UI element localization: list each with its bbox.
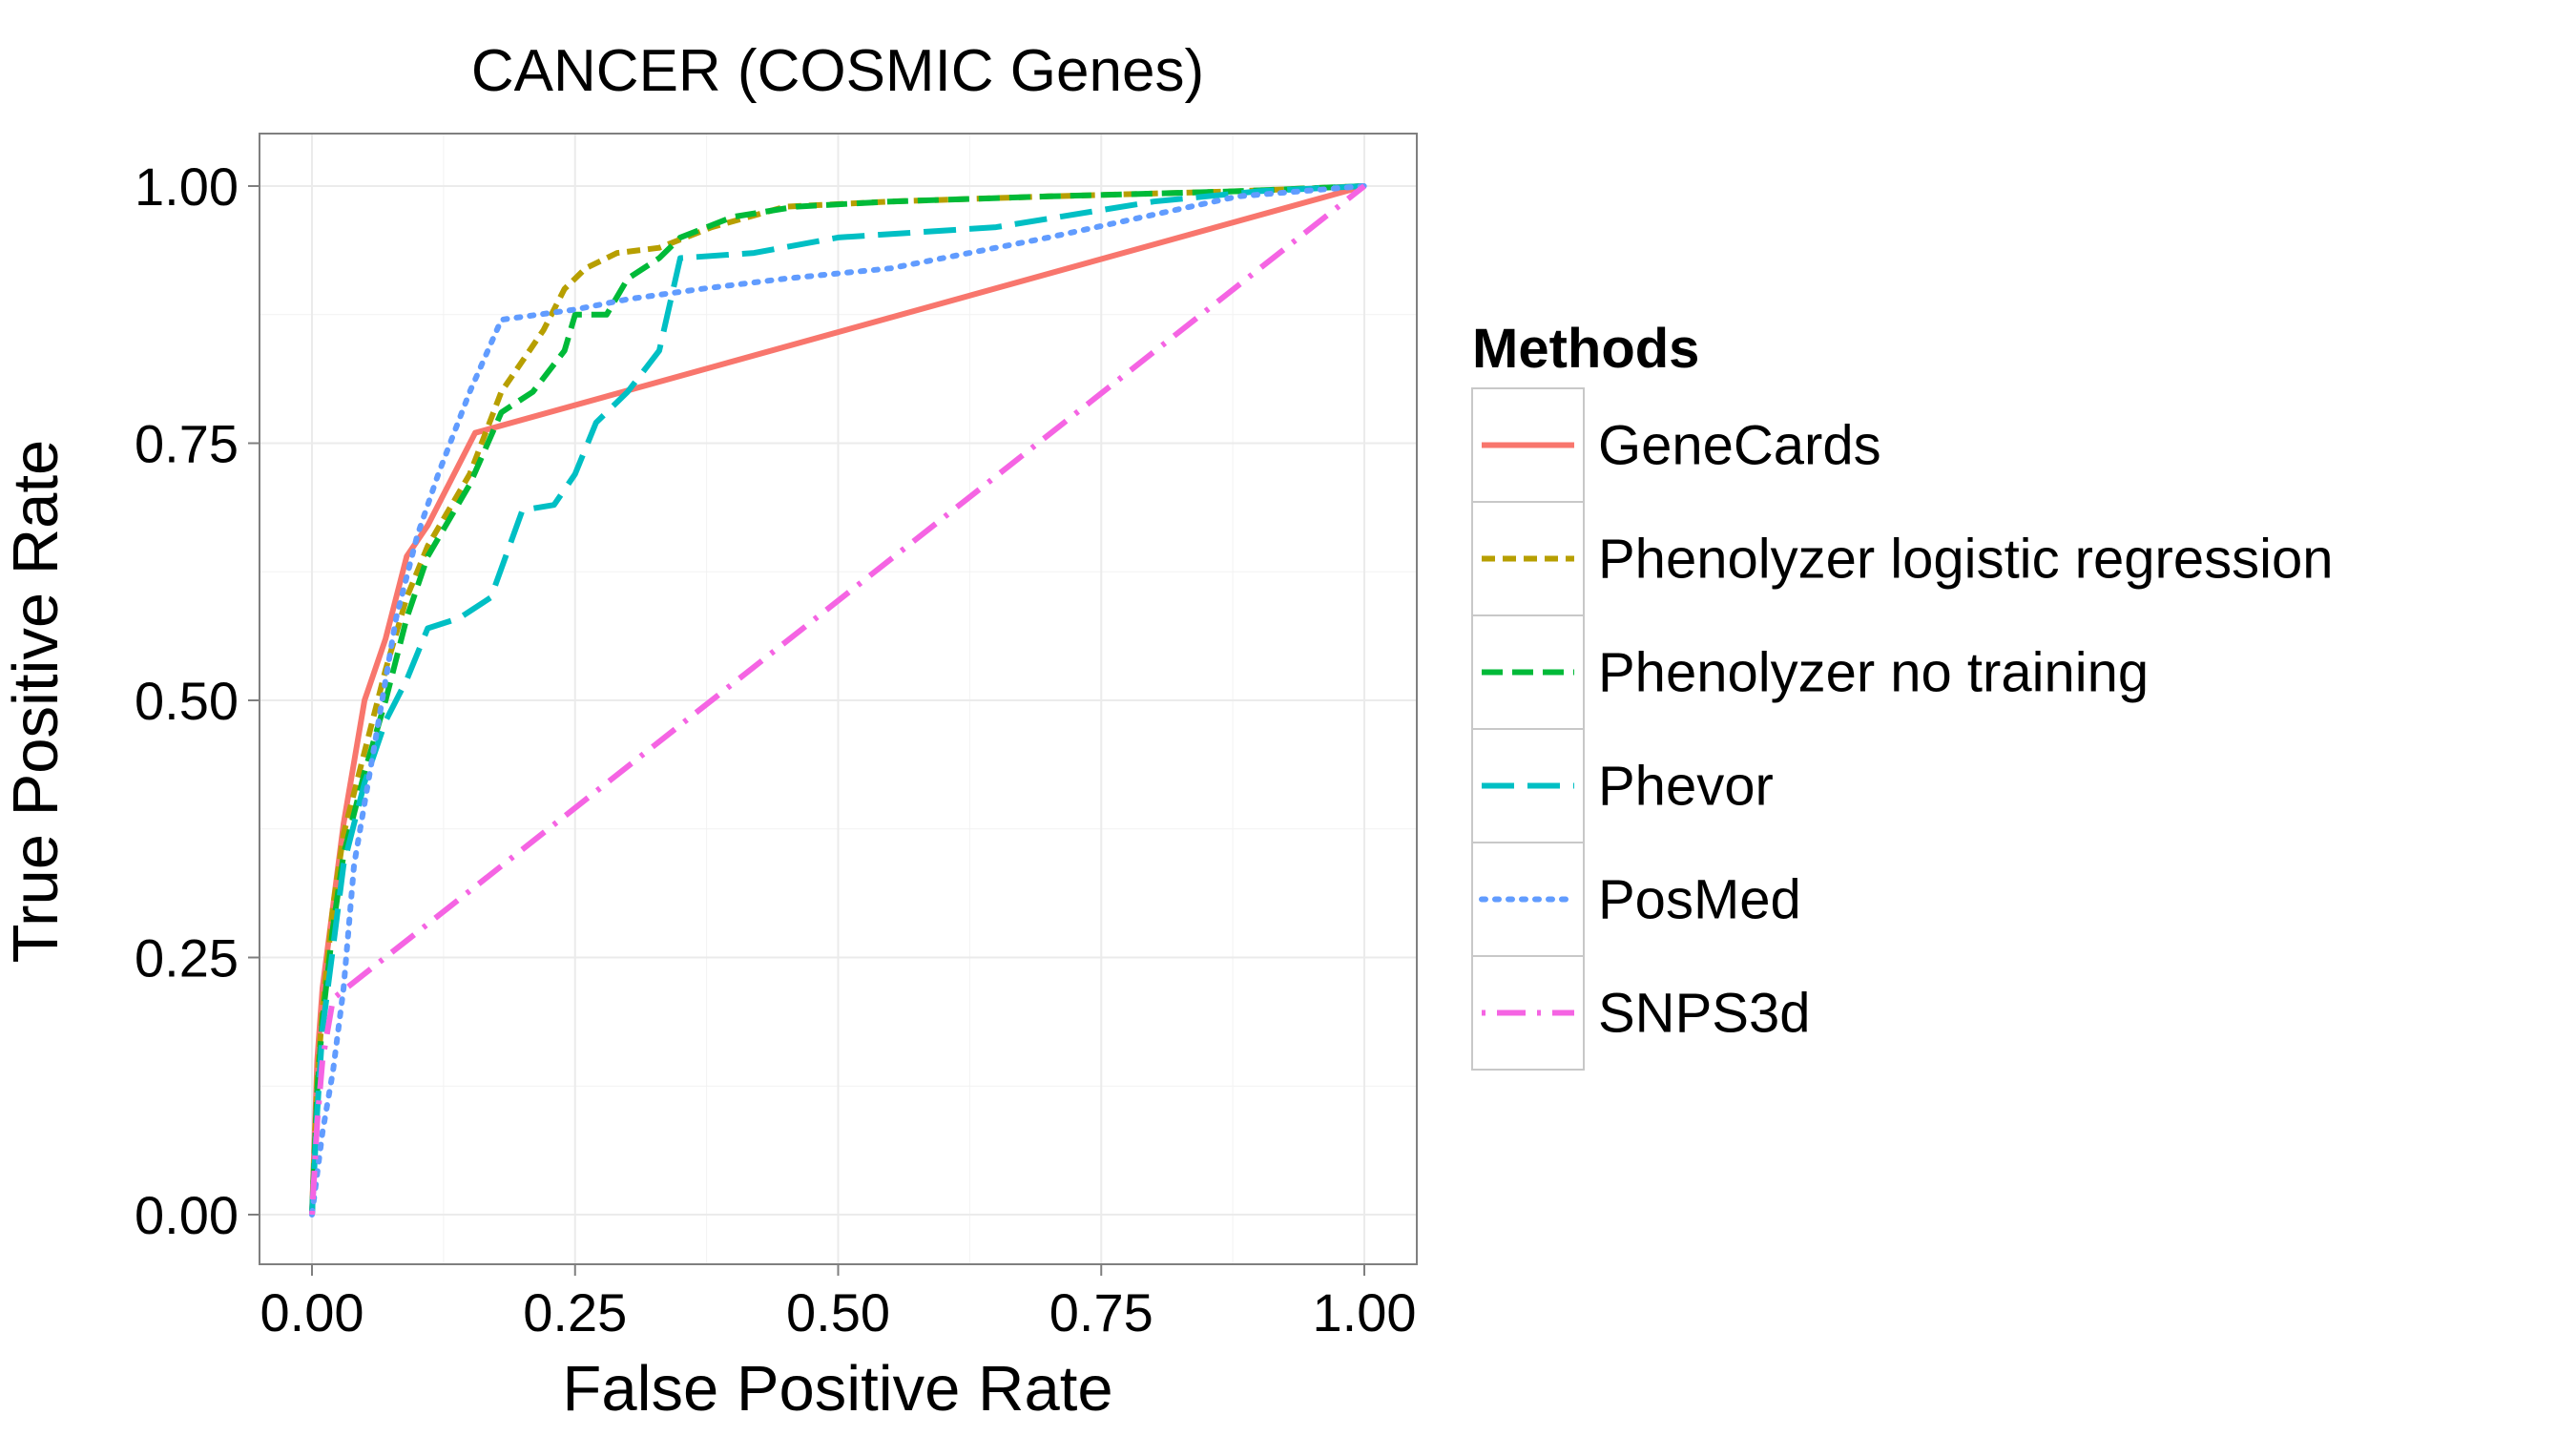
legend: Methods GeneCards Phenolyzer logistic reg… bbox=[1471, 318, 2333, 1071]
series-line-0 bbox=[309, 183, 1365, 1216]
series-line-1 bbox=[309, 183, 1365, 1216]
series-lines bbox=[309, 183, 1367, 1217]
legend-entry-label: GeneCards bbox=[1598, 415, 1881, 477]
series-line-3 bbox=[309, 183, 1365, 1216]
x-tick-label: 0.25 bbox=[523, 1282, 627, 1342]
x-tick-label: 1.00 bbox=[1313, 1282, 1417, 1342]
x-axis-label: False Positive Rate bbox=[562, 1353, 1112, 1425]
series-line-4 bbox=[309, 183, 1367, 1217]
grid-lines bbox=[260, 134, 1417, 1264]
y-tick-label: 0.50 bbox=[135, 671, 239, 731]
y-tick-label: 1.00 bbox=[135, 156, 239, 217]
y-tick-label: 0.25 bbox=[135, 928, 239, 989]
chart-title: CANCER (COSMIC Genes) bbox=[471, 38, 1204, 104]
y-axis-label: True Positive Rate bbox=[0, 440, 72, 964]
legend-entry-label: Phenolyzer no training bbox=[1598, 642, 2149, 704]
legend-entry-label: Phenolyzer logistic regression bbox=[1598, 529, 2333, 591]
y-tick-label: 0.75 bbox=[135, 414, 239, 474]
legend-title: Methods bbox=[1472, 318, 1699, 380]
legend-entry-label: Phevor bbox=[1598, 756, 1774, 818]
legend-entry-label: PosMed bbox=[1598, 869, 1801, 931]
x-tick-label: 0.75 bbox=[1049, 1282, 1153, 1342]
y-axis: 0.00 0.25 0.50 0.75 1.00 bbox=[135, 156, 260, 1245]
x-tick-label: 0.50 bbox=[786, 1282, 890, 1342]
legend-entry-label: SNPS3d bbox=[1598, 983, 1810, 1045]
y-tick-label: 0.00 bbox=[135, 1185, 239, 1245]
x-tick-label: 0.00 bbox=[260, 1282, 364, 1342]
x-axis: 0.00 0.25 0.50 0.75 1.00 bbox=[260, 1264, 1417, 1342]
